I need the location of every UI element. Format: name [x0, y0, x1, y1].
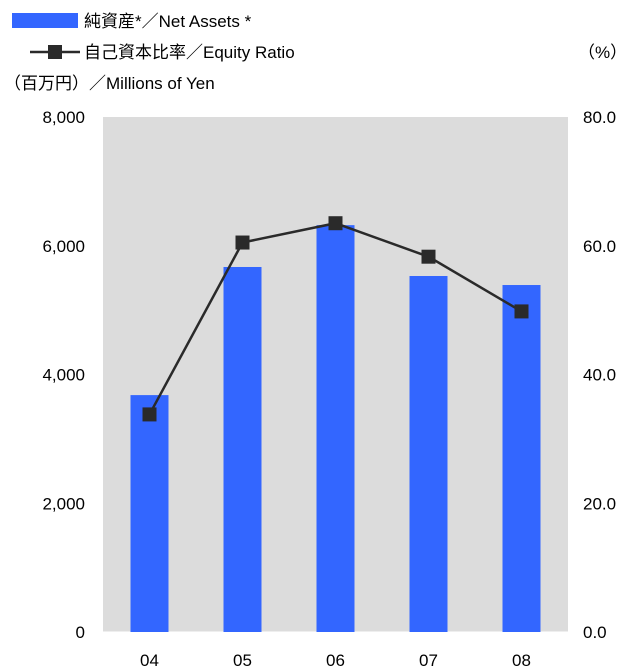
- legend: 純資産*／Net Assets * 自己資本比率／Equity Ratio: [12, 12, 295, 62]
- bar-04: [130, 395, 169, 632]
- bar-05: [223, 266, 262, 632]
- right-tick-label: 40.0: [583, 366, 616, 385]
- legend-bar-label: 純資産*／Net Assets *: [84, 12, 252, 31]
- marker-07: [421, 249, 436, 264]
- bar-08: [502, 285, 541, 632]
- right-tick-label: 20.0: [583, 494, 616, 513]
- left-tick-label: 6,000: [42, 237, 85, 256]
- right-tick-label: 0.0: [583, 623, 607, 642]
- left-tick-label: 8,000: [42, 108, 85, 127]
- bar-06: [316, 225, 355, 632]
- x-tick-label: 06: [326, 651, 345, 670]
- x-tick-label: 04: [140, 651, 159, 670]
- left-tick-label: 4,000: [42, 366, 85, 385]
- equity-ratio-line: [142, 216, 529, 422]
- bar-07: [409, 276, 448, 632]
- legend-line-marker: [48, 45, 62, 59]
- marker-06: [328, 216, 343, 231]
- left-tick-label: 0: [76, 623, 85, 642]
- left-axis-title: （百万円）／Millions of Yen: [4, 74, 215, 93]
- left-tick-label: 2,000: [42, 494, 85, 513]
- x-tick-label: 07: [419, 651, 438, 670]
- right-tick-label: 80.0: [583, 108, 616, 127]
- right-tick-label: 60.0: [583, 237, 616, 256]
- right-axis-ticks: 0.0 20.0 40.0 60.0 80.0: [583, 108, 616, 642]
- marker-08: [514, 304, 529, 319]
- right-axis-title: （%）: [578, 43, 625, 62]
- x-tick-label: 08: [512, 651, 531, 670]
- legend-bar-swatch: [12, 13, 78, 28]
- legend-line-label: 自己資本比率／Equity Ratio: [84, 43, 295, 62]
- x-tick-label: 05: [233, 651, 252, 670]
- left-axis-ticks: 0 2,000 4,000 6,000 8,000: [42, 108, 85, 642]
- bars: [130, 225, 541, 632]
- x-axis-ticks: 04 05 06 07 08: [140, 651, 531, 670]
- marker-05: [235, 235, 250, 250]
- marker-04: [142, 407, 157, 422]
